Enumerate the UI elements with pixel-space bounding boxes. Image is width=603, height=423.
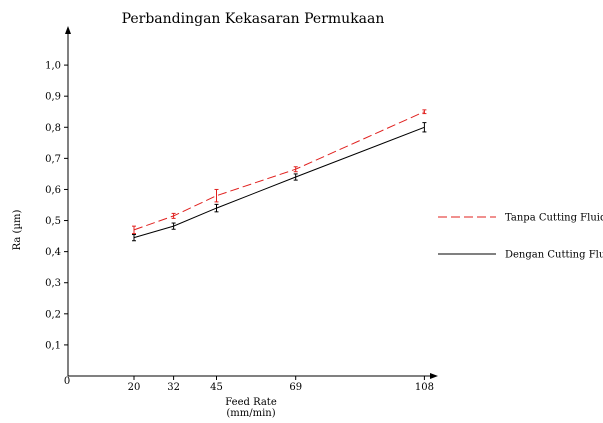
x-tick-label: 69 — [289, 382, 302, 393]
chart-title: Perbandingan Kekasaran Permukaan — [122, 11, 385, 27]
y-tick-label: 0,8 — [45, 123, 61, 134]
x-tick-label: 20 — [128, 382, 141, 393]
x-axis-arrow — [430, 373, 438, 379]
error-bar — [132, 225, 136, 235]
x-axis-unit: (mm/min) — [226, 408, 275, 418]
legend-label: Tanpa Cutting Fluid — [505, 213, 603, 224]
origin-label: 0 — [64, 376, 70, 387]
y-tick-label: 0,5 — [45, 216, 61, 227]
y-axis-label: Ra (µm) — [12, 210, 23, 251]
series-2 — [132, 122, 427, 242]
y-tick-label: 0,3 — [45, 278, 61, 289]
x-ticks: 20 32 45 69 108 — [128, 376, 434, 393]
error-bar — [214, 203, 219, 213]
legend: Tanpa Cutting Fluid Dengan Cutting Fluid — [438, 213, 603, 261]
series-1 — [132, 109, 427, 235]
y-tick-label: 0,4 — [45, 247, 61, 258]
error-bar — [171, 212, 176, 219]
y-tick-label: 0,7 — [45, 154, 61, 165]
x-tick-label: 108 — [415, 382, 434, 393]
legend-item: Tanpa Cutting Fluid — [438, 213, 603, 224]
error-bar — [293, 173, 298, 181]
series-line — [133, 126, 425, 239]
error-bar — [293, 166, 298, 173]
y-axis-arrow — [65, 26, 71, 34]
error-bar — [214, 188, 219, 203]
error-bar — [132, 234, 136, 242]
y-tick-label: 1,0 — [45, 61, 61, 72]
x-tick-label: 45 — [210, 382, 223, 393]
y-tick-label: 0,1 — [45, 340, 61, 351]
series-line — [133, 111, 425, 231]
y-tick-label: 0,2 — [45, 309, 61, 320]
legend-item: Dengan Cutting Fluid — [438, 250, 603, 261]
y-ticks: 0,1 0,2 0,3 0,4 0,5 0,6 0,7 0,8 0,9 1,0 — [45, 61, 68, 351]
y-tick-label: 0,9 — [45, 92, 61, 103]
x-axis-label: Feed Rate — [225, 397, 277, 408]
y-tick-label: 0,6 — [45, 185, 61, 196]
error-bar — [422, 109, 427, 115]
error-bar — [422, 122, 427, 133]
legend-label: Dengan Cutting Fluid — [505, 250, 603, 261]
error-bar — [171, 222, 176, 230]
x-tick-label: 32 — [167, 382, 180, 393]
series-group — [132, 109, 427, 242]
